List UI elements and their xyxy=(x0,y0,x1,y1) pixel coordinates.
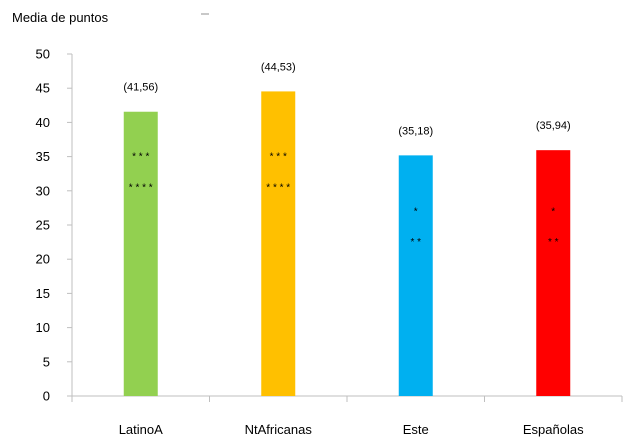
significance-mark: * * * * xyxy=(129,182,153,193)
bar-1 xyxy=(261,91,296,397)
data-label: (44,53) xyxy=(261,61,296,73)
significance-mark: * xyxy=(551,206,555,217)
significance-mark: * * * * xyxy=(266,182,290,193)
y-tick-label: 50 xyxy=(36,47,50,62)
significance-marks: * * * * * * * * * * * * * * * * * * * * xyxy=(129,152,559,249)
bars xyxy=(123,91,571,397)
bar-0 xyxy=(123,111,158,396)
data-label: (35,18) xyxy=(398,125,433,137)
category-label: Este xyxy=(403,422,429,437)
y-tick-label: 40 xyxy=(36,115,50,130)
bar-2 xyxy=(398,155,433,396)
stray-mark xyxy=(201,13,209,15)
y-axis-label: Media de puntos xyxy=(12,10,109,25)
y-tick-label: 20 xyxy=(36,252,50,267)
significance-mark: * * * xyxy=(132,152,149,163)
y-tick-label: 10 xyxy=(36,320,50,335)
category-label: NtAfricanas xyxy=(245,422,313,437)
y-tick-label: 5 xyxy=(43,354,50,369)
significance-mark: * * * xyxy=(270,152,287,163)
y-tick-label: 35 xyxy=(36,149,50,164)
y-tick-label: 30 xyxy=(36,183,50,198)
y-tick-label: 0 xyxy=(43,389,50,404)
category-labels: LatinoA NtAfricanas Este Españolas xyxy=(119,422,584,437)
bar-3 xyxy=(536,150,571,396)
significance-mark: * * xyxy=(410,237,421,248)
significance-mark: * xyxy=(414,206,418,217)
data-labels: (41,56) (44,53) (35,18) (35,94) xyxy=(123,61,570,137)
y-ticks: 0 5 10 15 20 25 30 35 40 45 50 xyxy=(36,47,72,404)
data-label: (41,56) xyxy=(123,82,158,94)
significance-mark: * * xyxy=(548,237,559,248)
y-tick-label: 25 xyxy=(36,218,50,233)
category-label: Españolas xyxy=(523,422,584,437)
category-label: LatinoA xyxy=(119,422,163,437)
y-tick-label: 45 xyxy=(36,81,50,96)
y-tick-label: 15 xyxy=(36,286,50,301)
data-label: (35,94) xyxy=(536,120,571,132)
